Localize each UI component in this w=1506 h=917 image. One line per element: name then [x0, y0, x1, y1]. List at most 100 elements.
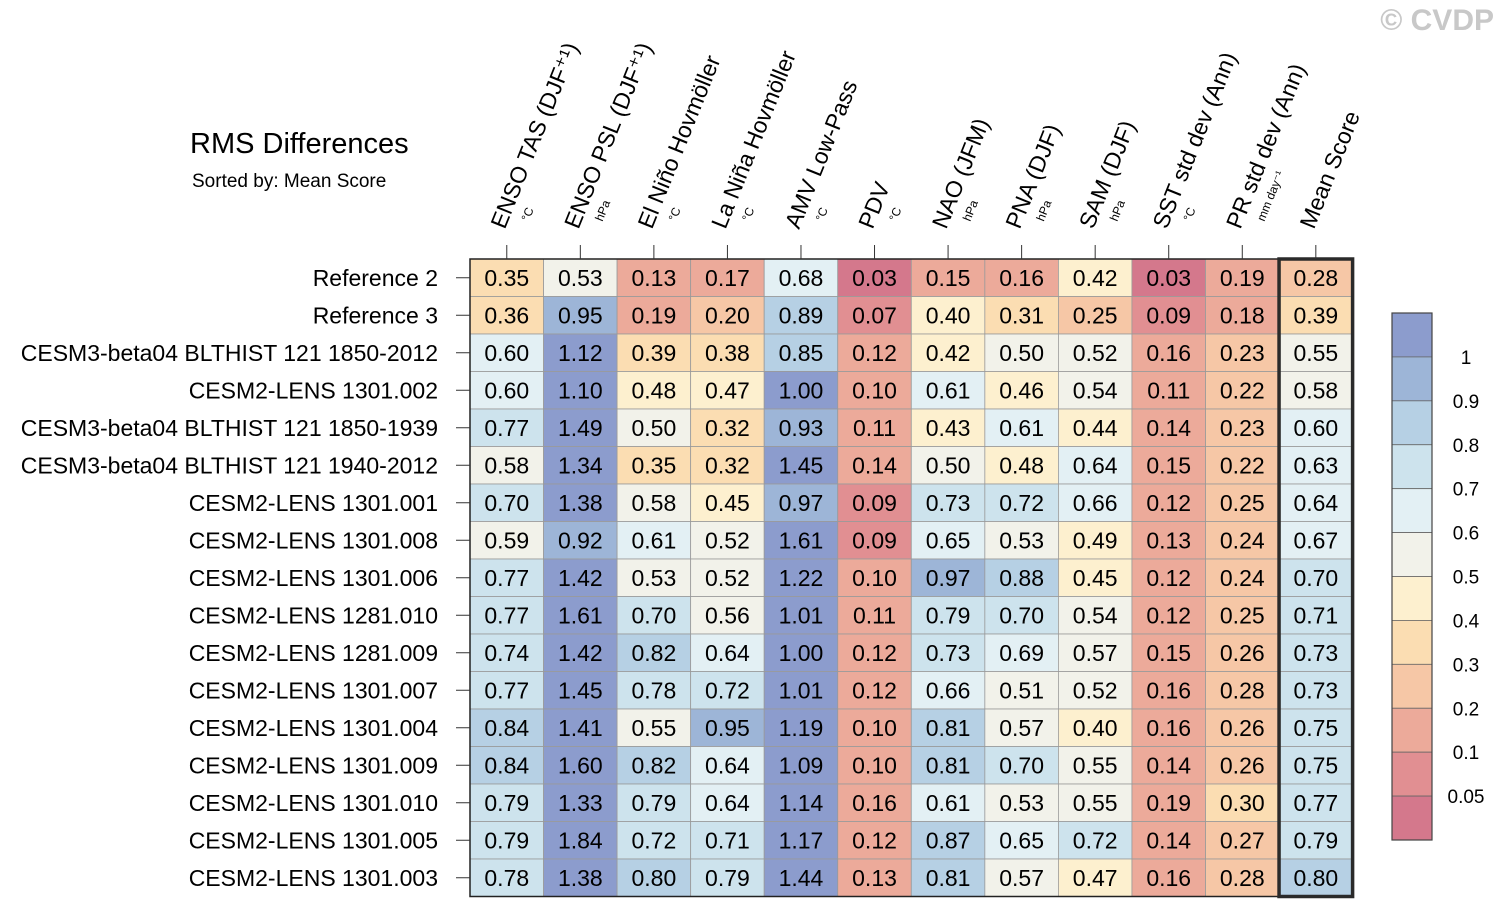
heatmap-cell	[616, 633, 692, 672]
colorbar-segment	[1391, 795, 1433, 841]
cell-value: 0.77	[484, 677, 529, 703]
heatmap-cell	[910, 296, 986, 335]
cell-value: 1.61	[779, 527, 824, 553]
cell-value: 0.25	[1073, 302, 1118, 328]
column-unit: °C	[813, 205, 831, 223]
heatmap-cell	[837, 558, 912, 597]
cell-value: 0.55	[1073, 752, 1118, 778]
cell-value: 0.65	[999, 827, 1044, 853]
heatmap-cell	[837, 858, 912, 897]
heatmap-cell	[616, 708, 692, 747]
cell-value: 0.72	[631, 827, 676, 853]
heatmap-cell	[1131, 521, 1206, 560]
heatmap-cell	[690, 558, 765, 597]
column-unit: °C	[666, 205, 684, 223]
cell-value: 0.10	[852, 377, 897, 403]
heatmap-cell	[1131, 633, 1206, 672]
cell-value: 0.11	[853, 602, 896, 628]
heatmap-cell	[763, 558, 839, 597]
heatmap-cell	[763, 483, 839, 522]
cell-value: 1.00	[779, 377, 824, 403]
cell-value: 1.41	[558, 715, 603, 741]
cell-value: 0.19	[631, 302, 676, 328]
cell-value: 1.09	[779, 752, 824, 778]
cell-value: 0.79	[484, 790, 529, 816]
cell-value: 0.35	[484, 265, 529, 291]
cell-value: 0.65	[926, 527, 971, 553]
colorbar-label: 0.1	[1453, 743, 1479, 764]
colorbar-segment	[1391, 356, 1433, 402]
cell-value: 0.77	[484, 602, 529, 628]
heatmap-cell	[690, 596, 765, 635]
cell-value: 1.38	[558, 865, 603, 891]
column-label: PNA (DJF)	[1000, 120, 1065, 232]
heatmap-cell	[469, 858, 544, 897]
column-unit: hPa	[1033, 198, 1054, 223]
cell-value: 1.49	[558, 415, 603, 441]
cell-value: 0.12	[852, 340, 897, 366]
cell-value: 0.09	[852, 527, 897, 553]
cell-value: 0.79	[484, 827, 529, 853]
cell-value: 0.57	[999, 715, 1044, 741]
heatmap-cell	[910, 671, 986, 710]
heatmap-cell	[763, 408, 839, 447]
cell-value: 0.49	[1073, 527, 1118, 553]
heatmap-cell	[1058, 596, 1133, 635]
heatmap-cell	[984, 783, 1059, 822]
cell-value: 0.11	[853, 415, 896, 441]
cell-value: 0.19	[1220, 265, 1265, 291]
cell-value: 0.77	[484, 565, 529, 591]
heatmap-cell	[469, 446, 544, 485]
heatmap-cell	[1131, 371, 1206, 410]
heatmap-cell	[1131, 333, 1206, 372]
cell-value: 0.16	[1146, 677, 1191, 703]
heatmap-cell	[1205, 708, 1280, 747]
row-label: CESM2-LENS 1301.002	[189, 377, 438, 403]
cell-value: 0.70	[999, 602, 1044, 628]
cell-value: 0.79	[705, 865, 750, 891]
cell-value: 0.70	[484, 490, 529, 516]
cell-value: 0.66	[926, 677, 971, 703]
cell-value: 0.48	[999, 452, 1044, 478]
heatmap-cell	[837, 708, 912, 747]
column-label: El Niño Hovmöller	[632, 51, 725, 232]
heatmap-cell	[543, 708, 618, 747]
cell-value: 0.14	[1146, 752, 1191, 778]
heatmap-cell	[1131, 858, 1206, 897]
heatmap-cell	[1278, 558, 1354, 597]
cell-value: 0.78	[631, 677, 676, 703]
cell-value: 0.84	[484, 715, 529, 741]
cell-value: 0.53	[999, 527, 1044, 553]
row-label: CESM2-LENS 1301.010	[189, 790, 438, 816]
heatmap-cell	[837, 408, 912, 447]
cell-value: 0.60	[484, 377, 529, 403]
heatmap-cell	[763, 708, 839, 747]
cell-value: 0.88	[999, 565, 1044, 591]
cell-value: 0.39	[631, 340, 676, 366]
cell-value: 0.12	[852, 827, 897, 853]
heatmap-cell	[837, 596, 912, 635]
chart-title: RMS Differences	[190, 128, 409, 160]
cell-value: 1.17	[779, 827, 824, 853]
cell-value: 0.12	[852, 677, 897, 703]
row-label: CESM3-beta04 BLTHIST 121 1940-2012	[21, 452, 438, 478]
heatmap-cell	[763, 858, 839, 897]
heatmap-cell	[837, 333, 912, 372]
cell-value: 0.09	[852, 490, 897, 516]
cell-value: 1.00	[779, 640, 824, 666]
colorbar-label: 0.6	[1453, 524, 1479, 545]
heatmap-cell	[984, 446, 1059, 485]
heatmap-cell	[690, 521, 765, 560]
heatmap-cell	[984, 521, 1059, 560]
cell-value: 1.61	[558, 602, 603, 628]
heatmap-cell	[1131, 558, 1206, 597]
cell-value: 0.45	[705, 490, 750, 516]
cell-value: 0.53	[999, 790, 1044, 816]
row-label: CESM2-LENS 1301.001	[189, 490, 438, 516]
heatmap-cell	[1131, 746, 1206, 785]
cell-value: 0.16	[852, 790, 897, 816]
cell-value: 0.12	[1146, 565, 1191, 591]
heatmap-cell	[543, 596, 618, 635]
column-label: SAM (DJF)	[1074, 117, 1141, 232]
column-label: PDV	[853, 178, 895, 232]
